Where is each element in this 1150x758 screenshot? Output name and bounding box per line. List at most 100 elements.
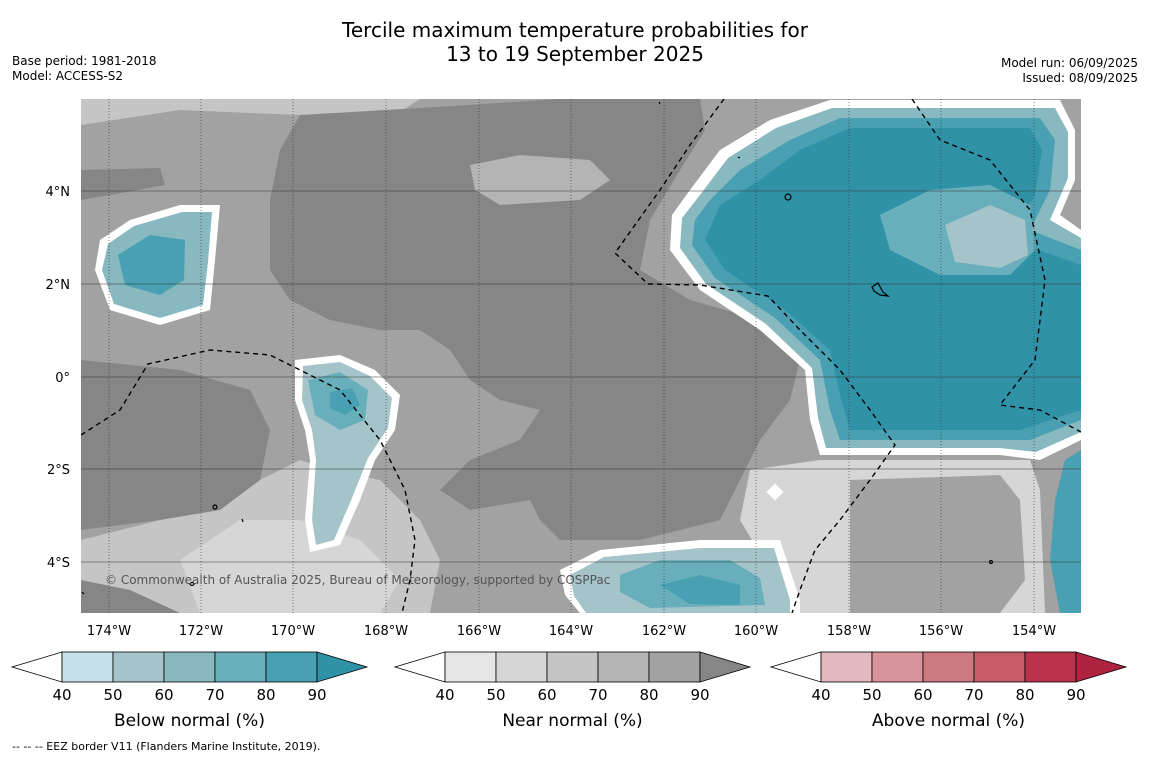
colorbar-label: Below normal (%): [114, 711, 265, 731]
island: [658, 101, 661, 105]
below-normal-central-80: [330, 388, 360, 415]
lon-label: 160°W: [734, 624, 778, 639]
lat-label: 4°N: [46, 185, 71, 200]
base-period: Base period: 1981-2018: [12, 54, 157, 68]
colorbar-tick-label: 40: [435, 686, 454, 704]
lat-label: 4°S: [47, 556, 70, 571]
colorbar-segment: [871, 651, 924, 683]
colorbar-tick-label: 80: [1015, 686, 1034, 704]
colorbar-segment: [163, 651, 216, 683]
lon-label: 156°W: [919, 624, 963, 639]
lon-label: 166°W: [457, 624, 501, 639]
colorbar-tick-label: 90: [690, 686, 709, 704]
colorbar-3: 40 50 60 70 80 90 Above normal (%): [769, 651, 1128, 731]
colorbar-tick-label: 50: [486, 686, 505, 704]
island: [81, 591, 85, 595]
colorbar-tick-label: 40: [811, 686, 830, 704]
colorbar-tick-label: 40: [52, 686, 71, 704]
title-line-1: Tercile maximum temperature probabilitie…: [342, 18, 808, 42]
lat-label: 0°: [55, 371, 70, 386]
colorbar-segment: [597, 651, 650, 683]
near-normal-dark-region: [270, 99, 800, 540]
colorbar-label: Near normal (%): [502, 711, 642, 731]
grid-lat-lines: [81, 190, 1081, 563]
near-normal-dark-corner: [81, 580, 180, 613]
colorbar-tick-label: 50: [103, 686, 122, 704]
lat-label: 2°N: [46, 278, 71, 293]
eez-border-east: [911, 99, 1081, 433]
colorbar-under-arrow: [393, 651, 446, 683]
colorbar-tick-label: 90: [1066, 686, 1085, 704]
near-normal-mid-southeast: [850, 475, 1025, 613]
islands: [81, 101, 994, 595]
map-field: [81, 99, 1081, 613]
lon-label: 162°W: [642, 624, 686, 639]
lon-label: 158°W: [827, 624, 871, 639]
colorbar-1: 40 50 60 70 80 90 Below normal (%): [10, 651, 369, 731]
colorbar-tick-label: 60: [154, 686, 173, 704]
colorbar-segment: [922, 651, 975, 683]
near-normal-region: [81, 99, 420, 125]
below-normal-south-80: [660, 575, 740, 605]
eez-borders: [81, 99, 1081, 613]
meta-right: Model run: 06/09/2025 Issued: 08/09/2025: [1001, 56, 1138, 86]
island-group: [871, 282, 891, 297]
colorbar-segment: [265, 651, 318, 683]
lon-label: 170°W: [271, 624, 315, 639]
colorbar-tick-label: 90: [307, 686, 326, 704]
lon-label: 174°W: [87, 624, 131, 639]
colorbar-legends: 40 50 60 70 80 90 Below normal (%) 40 50 60 70 80 90…: [10, 651, 1128, 731]
colorbar-tick-label: 50: [862, 686, 881, 704]
colorbar-segment: [648, 651, 701, 683]
colorbar-under-arrow: [10, 651, 63, 683]
colorbar-segment: [973, 651, 1026, 683]
island: [189, 581, 195, 587]
lon-label: 172°W: [179, 624, 223, 639]
colorbar-segment: [214, 651, 267, 683]
colorbar-tick-label: 70: [964, 686, 983, 704]
colorbar-segment: [546, 651, 599, 683]
colorbar-segment: [495, 651, 548, 683]
longitude-labels: 174°W 172°W 170°W 168°W 166°W 164°W 162°…: [87, 624, 1056, 639]
island: [784, 193, 792, 201]
colorbar-under-arrow: [769, 651, 822, 683]
meta-left: Base period: 1981-2018 Model: ACCESS-S2: [12, 54, 157, 84]
colorbar-over-arrow: [1075, 651, 1128, 683]
lon-label: 168°W: [364, 624, 408, 639]
model-run: Model run: 06/09/2025: [1000, 56, 1138, 70]
eez-footnote: -- -- -- EEZ border V11 (Flanders Marine…: [12, 740, 321, 753]
near-normal-dark-patch: [81, 168, 165, 200]
colorbar-segment: [61, 651, 114, 683]
boundary-marker: [766, 483, 784, 501]
lon-label: 154°W: [1012, 624, 1056, 639]
near-normal-dark-region-west: [81, 360, 270, 530]
colorbar-over-arrow: [316, 651, 369, 683]
colorbar-2: 40 50 60 70 80 90 Near normal (%): [393, 651, 752, 731]
below-normal-nw-80: [118, 235, 185, 295]
island: [988, 559, 994, 565]
eez-border-west: [81, 349, 416, 613]
title-line-2: 13 to 19 September 2025: [446, 42, 704, 66]
colorbar-segment: [444, 651, 497, 683]
colorbar-tick-label: 60: [913, 686, 932, 704]
near-normal-lightest-south: [180, 520, 400, 613]
island: [212, 504, 218, 510]
lon-label: 164°W: [549, 624, 593, 639]
copyright-note: © Commonwealth of Australia 2025, Bureau…: [105, 573, 610, 587]
near-normal-light-patch: [470, 155, 610, 205]
colorbar-label: Above normal (%): [872, 711, 1025, 731]
colorbar-segment: [1024, 651, 1077, 683]
colorbar-over-arrow: [699, 651, 752, 683]
colorbar-tick-label: 80: [256, 686, 275, 704]
latitude-labels: 4°N 2°N 0° 2°S 4°S: [46, 185, 71, 571]
colorbar-tick-label: 70: [205, 686, 224, 704]
colorbar-segment: [112, 651, 165, 683]
issued-date: Issued: 08/09/2025: [1022, 71, 1138, 85]
model-name: Model: ACCESS-S2: [12, 69, 124, 83]
colorbar-tick-label: 80: [639, 686, 658, 704]
colorbar-tick-label: 60: [537, 686, 556, 704]
below-normal-east-strip: [1050, 450, 1081, 613]
colorbar-tick-label: 70: [588, 686, 607, 704]
map-title: Tercile maximum temperature probabilitie…: [0, 18, 1150, 66]
